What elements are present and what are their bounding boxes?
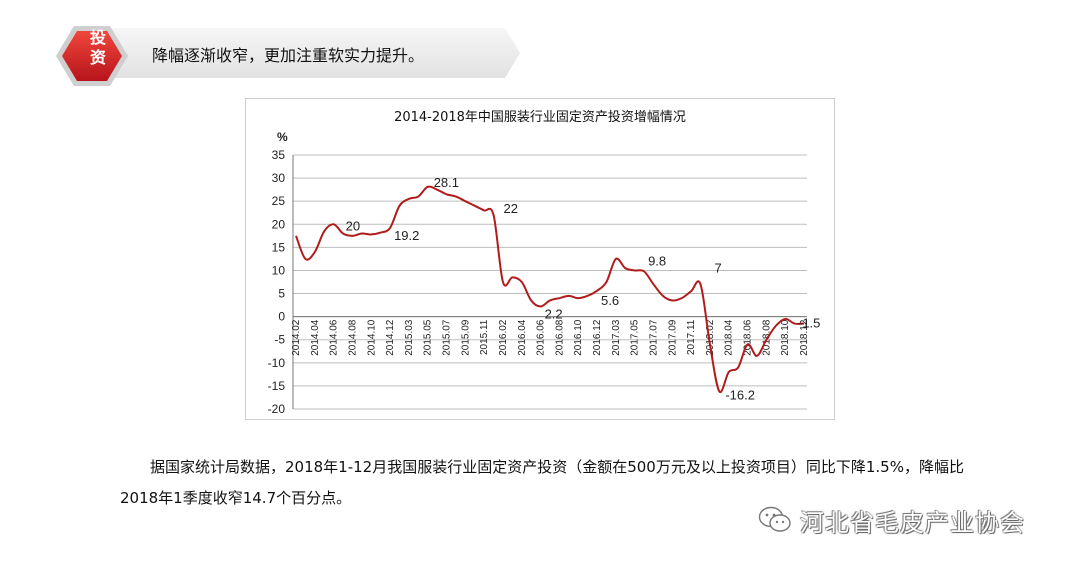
wechat-icon <box>758 506 791 532</box>
x-tick-label: 2017.09 <box>667 319 678 356</box>
x-tick-label: 2014.08 <box>347 319 358 356</box>
x-tick-label: 2015.07 <box>442 319 453 356</box>
y-tick-label: -10 <box>268 356 286 370</box>
y-tick-label: 0 <box>278 310 285 324</box>
y-tick-label: 25 <box>272 194 286 208</box>
x-tick-label: 2015.09 <box>460 319 471 356</box>
data-label: -16.2 <box>725 387 755 402</box>
y-tick-label: 30 <box>272 171 286 185</box>
x-tick-label: 2016.10 <box>573 319 584 356</box>
x-tick-label: 2015.03 <box>404 319 415 356</box>
line-chart: 35 30 25 20 15 10 5 0 -5 -10 -15 -20% 2014.02 2014.04… <box>268 130 821 416</box>
x-tick-label: 2015.05 <box>423 319 434 356</box>
badge-label-1: 投 <box>89 28 106 47</box>
x-tick-label: 2017.07 <box>648 319 659 356</box>
chart-frame <box>245 98 835 420</box>
body-paragraph: 据国家统计局数据，2018年1-12月我国服装行业固定资产投资（金额在500万元… <box>120 458 964 507</box>
y-tick-label: 10 <box>272 263 286 277</box>
x-tick-label: 2016.12 <box>592 319 603 356</box>
data-label: 28.1 <box>434 175 459 190</box>
badge-label-2: 资 <box>89 48 106 67</box>
x-tick-label: 2016.08 <box>554 319 565 356</box>
data-label: 19.2 <box>394 228 419 243</box>
data-label: -1.5 <box>798 316 820 331</box>
x-tick-label: 2017.11 <box>686 319 697 355</box>
series-line <box>295 185 805 394</box>
y-tick-label: -15 <box>268 379 286 393</box>
y-tick-label: 15 <box>272 240 286 254</box>
badge-icon: 投 资 <box>56 24 128 88</box>
y-tick-label: 5 <box>278 287 285 301</box>
x-tick-label: 2017.05 <box>630 319 641 356</box>
x-tick-label: 2014.06 <box>329 319 340 356</box>
data-label: 20 <box>346 218 360 233</box>
x-tick-label: 2018.06 <box>743 319 754 356</box>
watermark-text: 河北省毛皮产业协会 <box>800 508 1025 537</box>
x-tick-label: 2014.10 <box>366 319 377 356</box>
banner-title: 降幅逐渐收窄，更加注重软实力提升。 <box>152 46 425 65</box>
x-tick-label: 2018.10 <box>780 319 791 356</box>
x-tick-label: 2014.12 <box>385 319 396 356</box>
x-tick-label: 2015.11 <box>479 319 490 355</box>
x-tick-label: 2016.06 <box>536 319 547 356</box>
chart-title: 2014-2018年中国服装行业固定资产投资增幅情况 <box>394 110 686 125</box>
banner-background <box>70 28 520 78</box>
y-tick-label: -5 <box>274 333 285 347</box>
x-tick-label: 2018.02 <box>705 319 716 356</box>
x-tick-label: 2014.04 <box>310 319 321 356</box>
x-tick-label: 2016.02 <box>498 319 509 356</box>
data-label: 2.2 <box>545 306 563 321</box>
x-tick-label: 2018.04 <box>724 319 735 356</box>
y-axis-label: % <box>277 130 288 144</box>
header-banner: 投 资 降幅逐渐收窄，更加注重软实力提升。 <box>50 26 520 86</box>
chart-container: 2014-2018年中国服装行业固定资产投资增幅情况 35 30 25 20 15 10 5… <box>245 98 835 420</box>
y-tick-label: 20 <box>272 217 286 231</box>
x-tick-label: 2018.12 <box>799 319 810 356</box>
data-label: 22 <box>504 201 518 216</box>
y-tick-label: 35 <box>272 148 286 162</box>
data-label: 5.6 <box>601 293 619 308</box>
x-tick-label: 2016.04 <box>517 319 528 356</box>
y-tick-label: -20 <box>268 402 286 416</box>
data-label: 9.8 <box>648 253 666 268</box>
watermark: 河北省毛皮产业协会 <box>758 503 1025 537</box>
data-label: 7 <box>715 260 722 275</box>
x-tick-label: 2014.02 <box>291 319 302 356</box>
x-tick-label: 2017.03 <box>611 319 622 356</box>
